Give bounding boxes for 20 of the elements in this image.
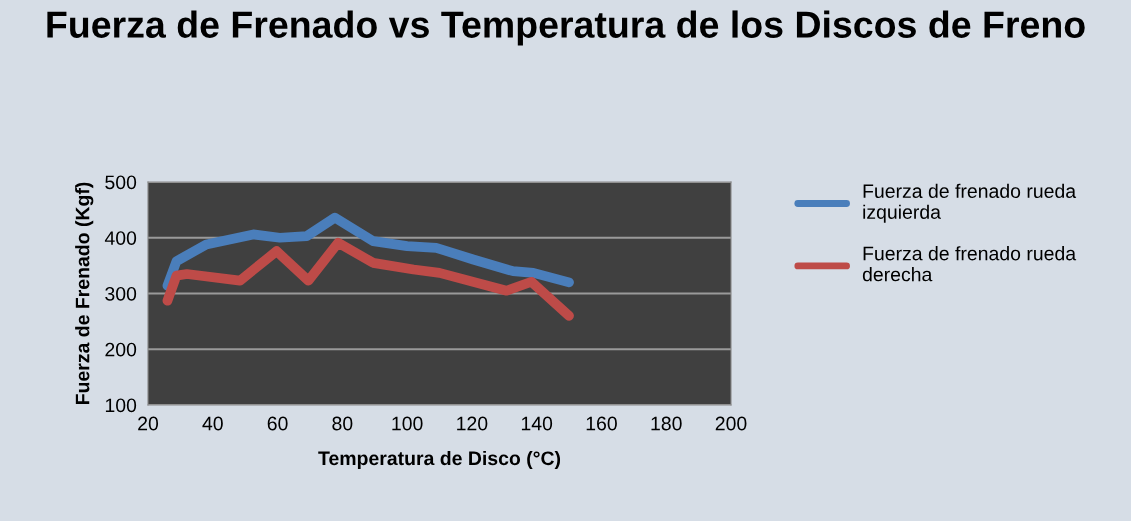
y-tick-label: 300	[105, 286, 137, 301]
x-tick-label: 160	[586, 416, 617, 431]
y-tick-label: 400	[104, 231, 137, 245]
y-tick-label: 100	[105, 398, 137, 413]
legend-label: Fuerza de frenado rueda izquierda	[863, 183, 1077, 223]
x-tick-label: 180	[651, 416, 682, 431]
x-axis-title: Temperatura de Disco (°C)	[318, 450, 561, 470]
x-tick-label: 20	[138, 416, 159, 431]
y-tick-label: 200	[105, 342, 137, 357]
x-tick-label: 100	[392, 416, 423, 431]
x-tick-label: 40	[202, 416, 223, 431]
x-tick-label: 140	[521, 416, 553, 431]
legend-label: Fuerza de frenado rueda derecha	[862, 246, 1077, 282]
x-tick-label: 60	[267, 416, 288, 431]
chart-title: Fuerza de Frenado vs Temperatura de los Discos de Freno	[47, 10, 1085, 46]
x-tick-label: 120	[457, 416, 488, 431]
y-tick-label: 500	[105, 175, 137, 190]
x-tick-label: 200	[715, 416, 747, 431]
x-tick-label: 80	[332, 416, 353, 431]
y-axis-title: Fuerza de Frenado (Kgf)	[75, 182, 94, 404]
